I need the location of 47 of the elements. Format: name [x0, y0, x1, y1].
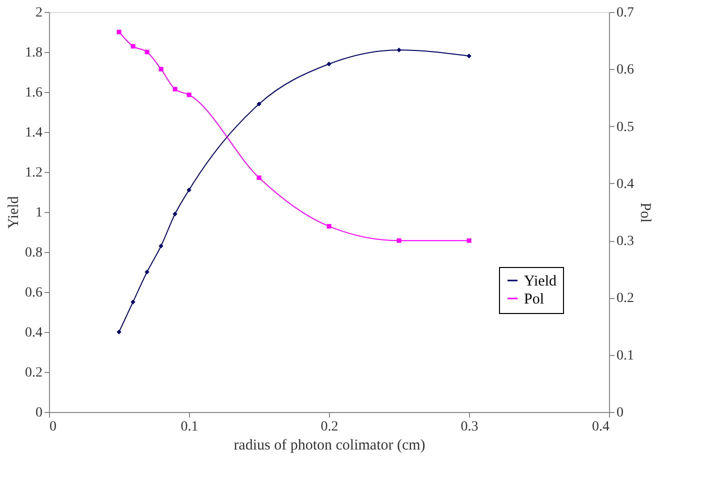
y2-tick-label: 0.7: [616, 6, 634, 20]
y2-tick-label: 0.3: [616, 234, 634, 250]
x-axis-title: radius of photon colimator (cm): [234, 438, 426, 454]
x-tick-label: 0.2: [320, 420, 338, 434]
x-tick-label: 0.1: [180, 420, 198, 434]
y-tick-label: 1.2: [25, 166, 42, 180]
point: [256, 102, 262, 106]
point: [326, 62, 332, 66]
y-tick-label: 0: [36, 406, 42, 420]
y2-tick-label: 0.5: [616, 120, 634, 135]
point: [466, 54, 472, 58]
legend-label: Pol: [524, 292, 544, 308]
point: [116, 330, 122, 334]
legend-label: Yield: [524, 274, 557, 290]
point: [396, 48, 402, 52]
y-tick-label: 0.6: [25, 286, 42, 300]
x-tick-label: 0.3: [460, 420, 478, 434]
y-tick-label: 0.4: [25, 326, 42, 340]
y2-tick-label: 0: [616, 406, 624, 420]
y-tick-label: 1: [36, 206, 42, 220]
y-tick-label: 2: [36, 6, 42, 20]
x-tick-label: 0.4: [592, 420, 610, 434]
y2-tick-label: 0.4: [616, 176, 634, 192]
y-tick-label: 1.6: [25, 86, 42, 100]
point: [130, 300, 136, 304]
point: [256, 175, 262, 180]
point: [326, 224, 332, 229]
x-tick-label: 0: [50, 420, 56, 434]
y-tick-label: 1.8: [25, 46, 42, 60]
y-tick-label: 1.4: [25, 126, 42, 140]
point: [396, 238, 402, 243]
y2-axis-title: Pol: [637, 202, 653, 223]
point: [144, 270, 150, 274]
point: [186, 92, 192, 98]
point: [172, 86, 178, 92]
y-axis-title: Yield: [6, 196, 22, 229]
y2-tick-label: 0.2: [616, 291, 634, 306]
point: [158, 66, 164, 72]
y-tick-label: 0.8: [25, 246, 42, 260]
y2-tick-label: 0.1: [616, 348, 634, 364]
y-tick-label: 0.2: [25, 366, 42, 380]
point: [130, 44, 136, 49]
point: [186, 188, 192, 192]
point: [158, 244, 164, 248]
point: [172, 212, 178, 216]
point: [466, 238, 472, 243]
y2-tick-label: 0.6: [616, 62, 634, 78]
